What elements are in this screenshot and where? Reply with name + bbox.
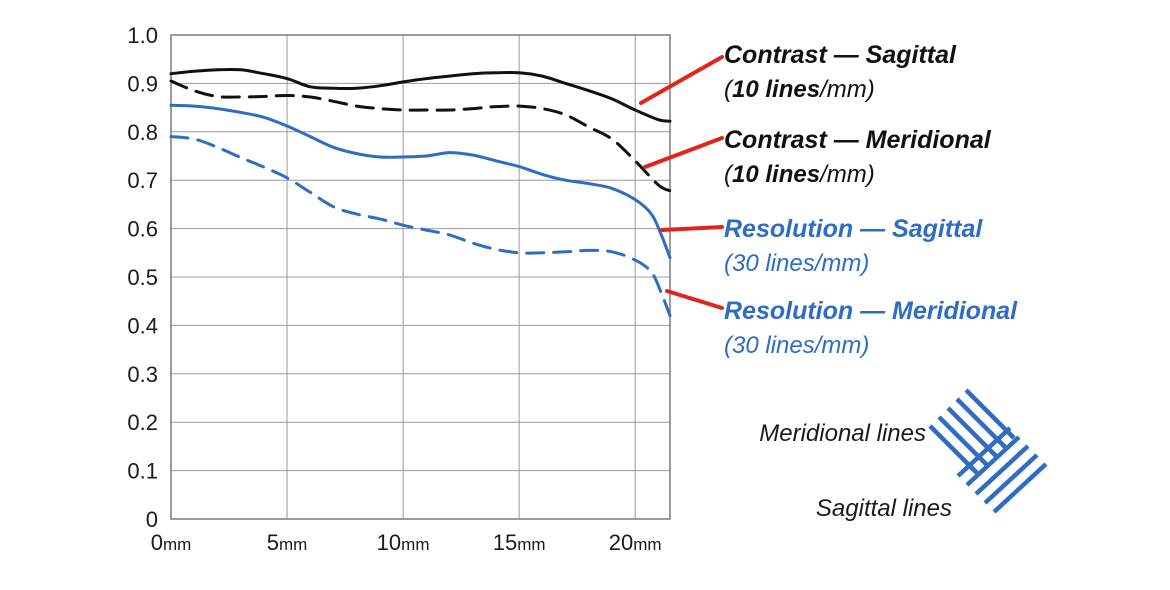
series-sublabel-resolution-sagittal: (30 lines/mm) [724,250,869,277]
x-tick-number: 5 [267,530,279,555]
series-sublabel-resolution-meridional: (30 lines/mm) [724,332,869,359]
sublabel-bold: 10 lines [732,161,820,188]
sagittal-line-stroke [956,426,1012,478]
series-label-resolution-sagittal: Resolution — Sagittal [724,215,983,243]
sublabel-rest: (30 lines/mm) [724,332,869,359]
x-tick-label: 15mm [493,530,546,555]
series-label-contrast-meridional: Contrast — Meridional [724,126,992,154]
x-tick-label: 5mm [267,530,308,555]
x-tick-unit: mm [163,535,191,554]
sagittal-line-stroke [983,453,1039,505]
series-label-contrast-sagittal: Contrast — Sagittal [724,41,957,69]
y-tick-label: 0.6 [127,217,158,242]
label-pointer-contrast-sagittal [639,55,724,105]
series-line-resolution-sagittal [169,103,672,260]
y-tick-label: 0 [146,507,158,532]
y-tick-label: 0.9 [127,71,158,96]
sublabel-open: ( [724,161,735,188]
series-line-resolution-meridional [169,135,672,318]
series-line-contrast-sagittal [169,67,672,123]
y-tick-label: 0.1 [127,459,158,484]
sagittal-lines-label: Sagittal lines [816,495,952,522]
label-pointer-resolution-sagittal [660,225,724,232]
sagittal-line-stroke [974,444,1030,496]
series-label-resolution-meridional: Resolution — Meridional [724,297,1018,325]
sublabel-bold: 10 lines [732,76,820,103]
x-tick-number: 0 [151,530,163,555]
x-tick-label: 20mm [609,530,662,555]
x-tick-unit: mm [517,535,545,554]
sublabel-rest: (30 lines/mm) [724,250,869,277]
y-tick-label: 0.4 [127,313,158,338]
x-tick-label: 0mm [151,530,192,555]
x-tick-number: 10 [377,530,401,555]
x-tick-unit: mm [633,535,661,554]
y-tick-label: 0.2 [127,410,158,435]
sublabel-rest: /mm) [818,161,875,188]
y-tick-label: 0.5 [127,265,158,290]
y-tick-label: 0.8 [127,120,158,145]
sublabel-rest: /mm) [818,76,875,103]
x-tick-label: 10mm [377,530,430,555]
label-pointer-contrast-meridional [643,136,724,169]
sagittal-line-stroke [965,435,1021,487]
meridional-lines-label: Meridional lines [759,420,926,447]
y-tick-label: 0.7 [127,168,158,193]
series-sublabel-contrast-meridional: (10 lines/mm) [724,161,875,188]
x-tick-unit: mm [279,535,307,554]
x-tick-number: 15 [493,530,517,555]
sublabel-open: ( [724,76,735,103]
label-pointer-resolution-meridional [665,289,724,310]
series-line-contrast-meridional [169,79,672,193]
y-tick-label: 1.0 [127,23,158,48]
series-sublabel-contrast-sagittal: (10 lines/mm) [724,76,875,103]
x-tick-unit: mm [401,535,429,554]
plot-border [170,34,671,520]
y-tick-label: 0.3 [127,362,158,387]
x-tick-number: 20 [609,530,633,555]
line-type-illustration [928,388,1048,514]
sagittal-line-stroke [992,462,1048,514]
